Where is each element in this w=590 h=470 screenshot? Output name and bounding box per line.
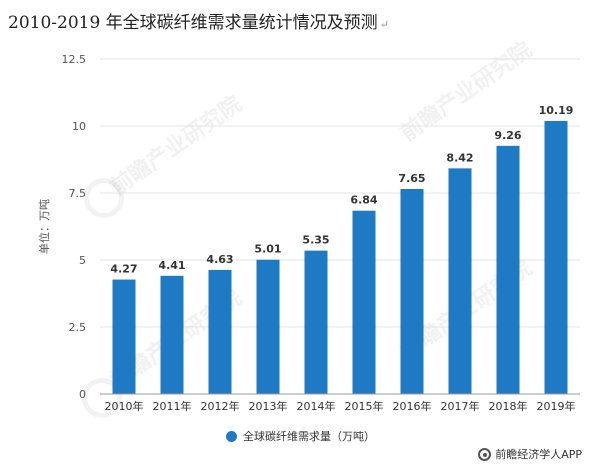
x-tick-label: 2013年: [249, 399, 288, 413]
return-mark-icon: ↵: [379, 18, 389, 31]
legend-marker: [226, 430, 237, 442]
x-axis-ticks: 2010年 2011年 2012年 2013年 2014年 2015年 2016年 2017年…: [105, 399, 576, 413]
x-tick-label: 2016年: [393, 399, 432, 413]
bar: [304, 250, 328, 394]
bar-value-label: 10.19: [539, 104, 574, 117]
brand-text: 前瞻经济学人APP: [495, 448, 582, 461]
y-tick-label: 12.5: [62, 53, 87, 66]
legend: 全球碳纤维需求量（万吨）: [226, 428, 375, 444]
bar: [496, 145, 520, 394]
chart-title: 2010-2019 年全球碳纤维需求量统计情况及预测 ↵: [8, 8, 389, 33]
x-tick-label: 2018年: [489, 399, 528, 413]
bars: [112, 120, 568, 395]
bar: [544, 120, 568, 395]
bar: [256, 259, 280, 394]
bar-value-label: 4.27: [110, 263, 137, 276]
bar: [112, 279, 136, 394]
value-labels: 4.27 4.41 4.63 5.01 5.35 6.84 7.65 8.42 9.26 10.1…: [110, 104, 573, 276]
bar-value-label: 9.26: [494, 129, 521, 142]
y-tick-label: 10: [72, 120, 86, 133]
y-tick-label: 7.5: [69, 187, 87, 200]
bar-value-label: 5.35: [302, 234, 329, 247]
legend-label: 全球碳纤维需求量（万吨）: [243, 430, 375, 443]
bar: [400, 188, 424, 394]
y-axis-ticks: 0 2.5 5 7.5 10 12.5: [62, 53, 87, 401]
y-tick-label: 2.5: [69, 321, 87, 334]
qianzhan-logo-icon: [478, 447, 492, 461]
bar-value-label: 4.41: [158, 259, 185, 272]
watermark-logo-icon: [82, 378, 122, 418]
x-tick-label: 2010年: [105, 399, 144, 413]
bar-value-label: 7.65: [398, 172, 425, 185]
x-tick-label: 2015年: [345, 399, 384, 413]
y-tick-label: 5: [79, 254, 86, 267]
chart-title-text: 2010-2019 年全球碳纤维需求量统计情况及预测: [8, 13, 378, 33]
x-tick-label: 2017年: [441, 399, 480, 413]
bar-value-label: 4.63: [206, 253, 233, 266]
bar-value-label: 8.42: [446, 151, 473, 164]
brand-footer: 前瞻经济学人APP: [478, 446, 582, 462]
x-tick-label: 2014年: [297, 399, 336, 413]
bar: [352, 210, 376, 394]
bar: [208, 269, 232, 394]
y-axis-label: 单位：万吨: [37, 199, 51, 254]
watermark-logo-icon: [84, 178, 124, 218]
x-tick-label: 2019年: [537, 399, 576, 413]
bar: [160, 275, 184, 394]
x-tick-label: 2012年: [201, 399, 240, 413]
x-tick-label: 2011年: [153, 399, 192, 413]
bar: [448, 168, 472, 394]
bar-value-label: 5.01: [254, 243, 281, 256]
bar-value-label: 6.84: [350, 194, 377, 207]
y-tick-label: 0: [79, 388, 86, 401]
